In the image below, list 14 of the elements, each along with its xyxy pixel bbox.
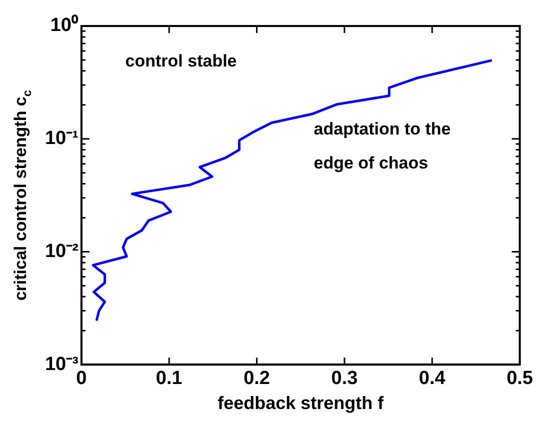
x-axis-title: feedback strength f <box>218 393 385 414</box>
y-tick-label: 10⁻² <box>44 240 78 262</box>
x-tick-label: 0.5 <box>506 368 534 390</box>
x-tick-label: 0.2 <box>244 368 270 390</box>
annotation: control stable <box>125 52 237 71</box>
y-axis-title: critical control strength cc <box>11 90 34 301</box>
x-tick-label: 0.3 <box>331 368 358 390</box>
x-tick-label: 0.1 <box>156 368 183 390</box>
x-tick-label: 0 <box>76 368 87 390</box>
y-tick-label: 10⁻³ <box>44 354 78 375</box>
y-tick-label: 10⁻¹ <box>44 128 78 150</box>
annotation: adaptation to the edge of chaos <box>314 119 451 172</box>
x-tick-label: 0.4 <box>418 368 446 390</box>
y-tick-label: 10⁰ <box>50 14 78 36</box>
